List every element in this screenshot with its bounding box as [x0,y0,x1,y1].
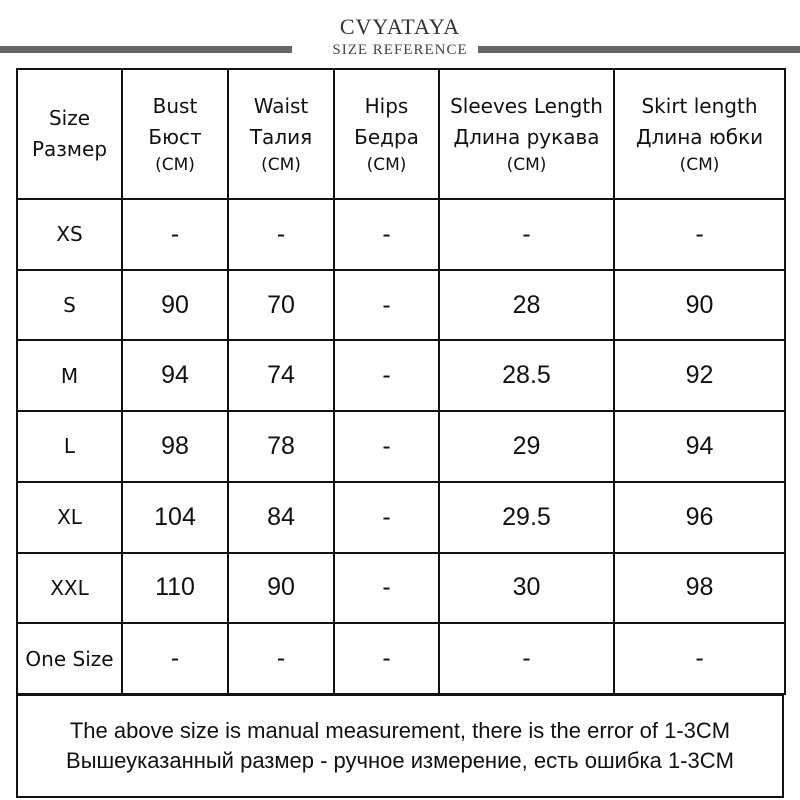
column-header-label-ru: Талия [249,125,313,149]
column-header-unit: (CM) [506,155,547,175]
hips-cell: - [333,339,440,413]
sleeves-cell: 28.5 [438,339,615,413]
table-header-row: Size Размер Bust Бюст (CM) Waist Талия (… [16,68,786,200]
page-subtitle: SIZE REFERENCE [332,42,468,58]
column-header-unit: (CM) [155,155,195,175]
column-header-label-ru: Размер [31,137,108,161]
column-header-skirt: Skirt length Длина юбки (CM) [613,68,786,200]
size-cell: XXL [16,551,123,625]
waist-cell: 70 [227,268,335,342]
measurement-note-box: The above size is manual measurement, th… [16,694,784,798]
hips-cell: - [333,622,440,695]
sleeves-cell: 28 [438,268,615,342]
hips-cell: - [333,410,440,483]
bust-cell: 104 [121,480,229,554]
table-row: XXL 110 90 - 30 98 [16,551,786,625]
sleeves-cell: 29 [438,410,615,483]
skirt-cell: 94 [613,410,786,483]
bust-cell: - [121,622,229,695]
size-cell: S [16,268,123,342]
column-header-bust: Bust Бюст (CM) [121,68,229,200]
column-header-label-en: Skirt length [641,94,758,118]
bust-cell: 98 [121,410,229,483]
column-header-label-ru: Длина юбки [635,125,764,149]
column-header-waist: Waist Талия (CM) [227,68,335,200]
sleeves-cell: 30 [438,551,615,625]
waist-cell: 78 [227,410,335,483]
column-header-label-en: Size [48,106,91,130]
table-row: XS - - - - - [16,198,786,271]
hips-cell: - [333,480,440,554]
skirt-cell: 96 [613,480,786,554]
column-header-label-ru: Бюст [148,125,202,149]
waist-cell: - [227,622,335,695]
skirt-cell: 98 [613,551,786,625]
waist-cell: 74 [227,339,335,413]
size-chart-table: Size Размер Bust Бюст (CM) Waist Талия (… [16,68,786,695]
column-header-size: Size Размер [16,68,123,200]
column-header-label-en: Sleeves Length [450,94,603,118]
waist-cell: 84 [227,480,335,554]
sleeves-cell: - [438,622,615,695]
measurement-note-ru: Вышеуказанный размер - ручное измерение,… [66,748,734,773]
hips-cell: - [333,551,440,625]
skirt-cell: 90 [613,268,786,342]
table-row: XL 104 84 - 29.5 96 [16,480,786,554]
size-cell: XS [16,198,123,271]
page-header: CVYATAYA SIZE REFERENCE [0,0,800,68]
column-header-sleeves: Sleeves Length Длина рукава (CM) [438,68,615,200]
brand-name: CVYATAYA [339,14,461,39]
size-cell: L [16,410,123,483]
sleeves-cell: 29.5 [438,480,615,554]
column-header-hips: Hips Бедра (CM) [333,68,440,200]
skirt-cell: 92 [613,339,786,413]
size-cell: M [16,339,123,413]
bust-cell: 94 [121,339,229,413]
hips-cell: - [333,268,440,342]
waist-cell: - [227,198,335,271]
skirt-cell: - [613,198,786,271]
bust-cell: 90 [121,268,229,342]
column-header-label-en: Waist [253,94,309,118]
size-cell: One Size [16,622,123,695]
table-row: L 98 78 - 29 94 [16,410,786,483]
column-header-label-ru: Длина рукава [453,125,600,149]
header-rule-right [478,46,800,53]
column-header-unit: (CM) [366,155,407,175]
size-cell: XL [16,480,123,554]
column-header-label-ru: Бедра [354,125,419,149]
table-row: One Size - - - - - [16,622,786,695]
measurement-note-en: The above size is manual measurement, th… [69,718,731,743]
column-header-label-en: Hips [364,94,409,118]
sleeves-cell: - [438,198,615,271]
column-header-label-en: Bust [152,94,198,118]
table-row: S 90 70 - 28 90 [16,268,786,342]
table-row: M 94 74 - 28.5 92 [16,339,786,413]
skirt-cell: - [613,622,786,695]
column-header-unit: (CM) [679,155,720,175]
header-rule-left [0,46,292,53]
column-header-unit: (CM) [261,155,301,175]
waist-cell: 90 [227,551,335,625]
bust-cell: 110 [121,551,229,625]
hips-cell: - [333,198,440,271]
bust-cell: - [121,198,229,271]
